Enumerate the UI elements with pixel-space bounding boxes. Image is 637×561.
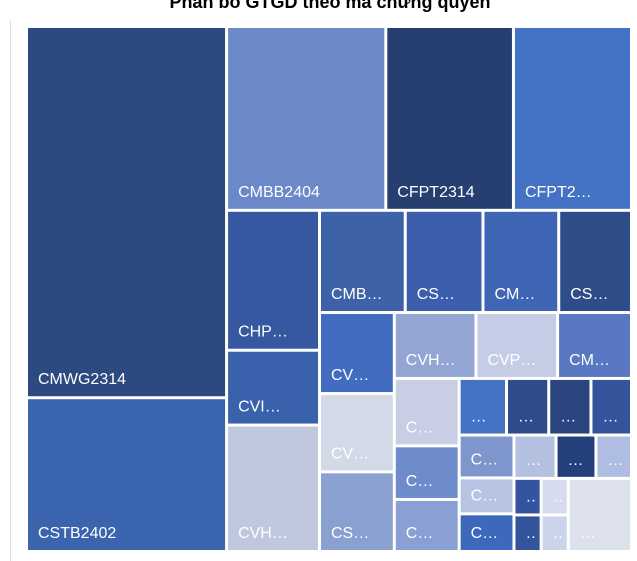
- treemap-cell: [557, 436, 595, 477]
- cell-label: …: [568, 452, 584, 469]
- chart-title: Phân bổ GTGD theo mã chứng quyền: [169, 0, 490, 12]
- cell-label: CFPT2…: [525, 184, 592, 201]
- cell-label: CS…: [417, 286, 455, 303]
- cell-label: …: [560, 409, 576, 426]
- cell-label: C…: [406, 473, 434, 490]
- cell-label: C…: [471, 451, 499, 468]
- cell-label: C…: [406, 525, 434, 542]
- cell-label: C…: [406, 419, 434, 436]
- cell-label: …: [525, 525, 541, 542]
- cell-label: …: [525, 452, 541, 469]
- treemap-cell: [460, 479, 513, 513]
- treemap-cell: [484, 211, 558, 312]
- cell-label: …: [607, 452, 623, 469]
- treemap-cell: [228, 351, 319, 424]
- treemap-cell: [559, 314, 630, 377]
- treemap-cell: [321, 395, 393, 471]
- treemap-cell: [228, 28, 385, 209]
- treemap-cell: [28, 399, 226, 550]
- treemap-cell: [321, 211, 404, 312]
- cell-label: …: [525, 488, 541, 505]
- cell-label: CVH…: [238, 525, 288, 542]
- cell-label: CS…: [570, 286, 608, 303]
- cell-label: …: [471, 409, 487, 426]
- treemap-cell: [569, 479, 630, 550]
- treemap-cell: [508, 379, 548, 434]
- cell-label: CMBB2404: [238, 184, 320, 201]
- treemap-cell: [395, 447, 458, 498]
- treemap-cell: [460, 436, 513, 477]
- cell-label: CVI…: [238, 399, 281, 416]
- treemap-cell: [542, 516, 567, 550]
- cell-label: C…: [471, 487, 499, 504]
- treemap-cell: [28, 28, 226, 397]
- treemap-cell: [560, 211, 630, 312]
- cell-label: …: [553, 488, 569, 505]
- cell-label: …: [553, 525, 569, 542]
- cell-label: CS…: [331, 525, 369, 542]
- cell-label: CM…: [569, 352, 610, 369]
- treemap-cell: [515, 436, 555, 477]
- treemap-cell: [406, 211, 482, 312]
- treemap-cell: [321, 314, 393, 393]
- cell-label: CSTB2402: [38, 525, 116, 542]
- treemap-cell: [597, 436, 630, 477]
- cell-label: C…: [471, 525, 499, 542]
- treemap-cell: [387, 28, 512, 209]
- cell-label: CMWG2314: [38, 371, 126, 388]
- cell-label: CV…: [331, 445, 369, 462]
- cell-label: …: [518, 409, 534, 426]
- treemap-cell: [460, 379, 506, 434]
- cell-label: …: [602, 409, 618, 426]
- treemap-cell: [515, 479, 540, 514]
- treemap-cell: [592, 379, 630, 434]
- cell-label: CVH…: [406, 352, 456, 369]
- treemap-cell: [228, 211, 319, 349]
- cell-label: CM…: [494, 286, 535, 303]
- treemap-cell: [321, 473, 393, 550]
- cell-label: CV…: [331, 367, 369, 384]
- treemap-cell: [460, 515, 513, 550]
- treemap-cell: [542, 479, 567, 514]
- treemap-cell: [395, 314, 475, 377]
- treemap-cell: [395, 500, 458, 550]
- cell-label: …: [580, 525, 596, 542]
- treemap-cell: [228, 426, 319, 550]
- cell-label: CVP…: [487, 352, 536, 369]
- cell-label: CFPT2314: [397, 184, 474, 201]
- treemap-cell: [514, 28, 630, 209]
- treemap-cell: [550, 379, 590, 434]
- cell-label: CHP…: [238, 324, 288, 341]
- treemap-cell: [477, 314, 557, 377]
- treemap-cell: [515, 516, 540, 550]
- treemap-cell: [395, 379, 458, 445]
- cell-label: CMB…: [331, 286, 383, 303]
